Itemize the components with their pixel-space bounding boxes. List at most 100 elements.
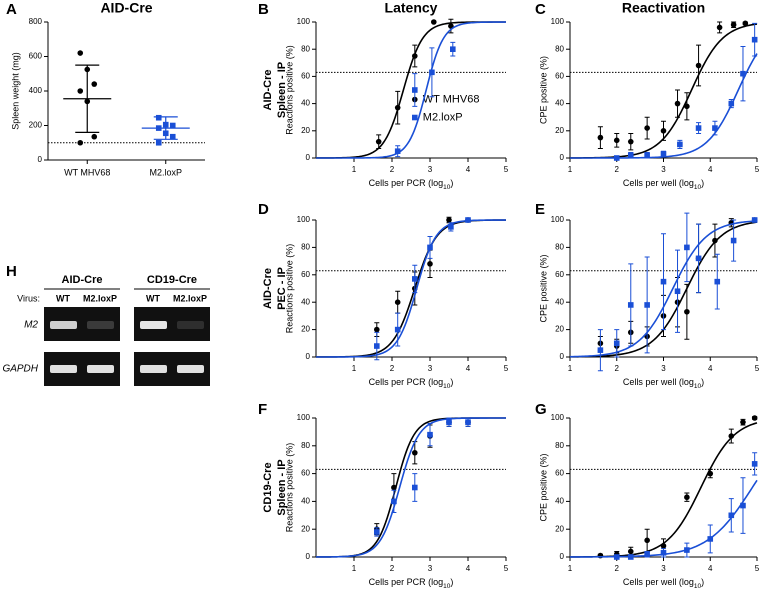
point — [155, 114, 162, 121]
y-tick-label: 80 — [301, 44, 310, 53]
x-axis-label-end: ) — [701, 577, 704, 587]
y-tick-label: 100 — [297, 413, 311, 422]
point — [728, 512, 735, 519]
point — [684, 547, 690, 553]
point — [169, 133, 176, 140]
point — [613, 155, 620, 161]
panel-letter: A — [6, 1, 17, 18]
point — [751, 461, 758, 467]
y-tick-label: 20 — [555, 126, 564, 135]
x-tick-label: 1 — [352, 364, 357, 373]
point — [394, 148, 401, 154]
y-tick-label: 20 — [555, 524, 564, 533]
point — [695, 125, 702, 131]
panel-letter: E — [535, 201, 545, 218]
y-tick-label: 600 — [29, 52, 43, 61]
point — [684, 308, 690, 315]
x-axis-label-text: Cells per PCR (log — [369, 377, 444, 387]
y-tick-label: 60 — [555, 72, 564, 81]
x-axis-label: Cells per PCR (log10) — [369, 577, 454, 589]
point — [695, 62, 702, 69]
x-tick-label: 1 — [352, 165, 357, 174]
x-tick-label: 1 — [568, 364, 573, 373]
x-tick-label: 2 — [390, 165, 395, 174]
x-axis-label-sub: 10 — [694, 184, 702, 191]
band — [50, 321, 77, 329]
point — [644, 302, 650, 308]
point — [412, 484, 418, 491]
y-tick-label: 20 — [555, 325, 564, 334]
point — [597, 347, 604, 353]
point — [465, 419, 471, 425]
point — [674, 100, 681, 107]
x-tick-label: 2 — [390, 564, 395, 573]
point — [84, 66, 91, 73]
point — [627, 152, 634, 159]
x-axis-label-sub: 10 — [443, 184, 451, 191]
point — [429, 69, 435, 76]
y-tick-label: 80 — [301, 441, 310, 450]
point — [431, 19, 437, 25]
y-tick-label: 80 — [555, 44, 564, 53]
band — [87, 365, 114, 373]
fit-curve — [315, 417, 506, 558]
y-tick-label: 0 — [38, 155, 43, 164]
x-axis-label-end: ) — [450, 178, 453, 188]
x-axis-label: Cells per well (log10) — [623, 178, 704, 190]
x-axis-label-sub: 10 — [694, 583, 702, 590]
y-tick-label: 20 — [301, 524, 310, 533]
y-tick-label: 0 — [306, 153, 311, 162]
point — [427, 431, 433, 438]
chart-title: Latency — [385, 0, 438, 16]
x-axis-label-end: ) — [450, 377, 453, 387]
panel-letter: D — [258, 201, 269, 218]
y-tick-label: 60 — [555, 469, 564, 478]
point — [91, 81, 98, 87]
x-tick-label: 5 — [504, 364, 509, 373]
fit-curve — [316, 219, 507, 358]
point — [716, 24, 723, 31]
point — [374, 343, 380, 349]
point — [677, 141, 683, 148]
point — [644, 125, 650, 131]
point — [394, 104, 401, 111]
point — [740, 70, 746, 77]
point — [391, 484, 397, 491]
y-tick-label: 100 — [551, 17, 565, 26]
point — [730, 237, 737, 244]
x-tick-label: 2 — [615, 564, 620, 573]
y-axis-label: CPE positive (%) — [538, 56, 548, 124]
point — [450, 46, 456, 52]
point — [77, 50, 84, 56]
point — [740, 419, 746, 425]
y-tick-label: 60 — [301, 72, 310, 81]
gel-panel: H AID-Cre CD19-Cre Virus: WT M2.loxP WT … — [2, 263, 210, 386]
point — [448, 224, 454, 230]
chart-title: Reactivation — [622, 0, 705, 16]
y-tick-label: 80 — [301, 243, 310, 252]
point — [751, 217, 758, 223]
y-axis-label: CPE positive (%) — [538, 254, 548, 322]
x-tick-label: 5 — [504, 564, 509, 573]
legend-label: WT MHV68 — [423, 93, 480, 105]
panel-letter: H — [6, 263, 17, 280]
x-tick-label: 3 — [661, 564, 666, 573]
point — [712, 237, 718, 244]
x-tick-label: 2 — [390, 364, 395, 373]
y-tick-label: 40 — [301, 297, 310, 306]
x-tick-label: 1 — [568, 564, 573, 573]
row-label: CD19-Cre — [262, 462, 274, 512]
point — [446, 217, 452, 223]
row-label: Spleen - IP — [276, 459, 288, 515]
point — [660, 151, 667, 157]
lane-label: M2.loxP — [83, 293, 117, 303]
x-axis-label: Cells per PCR (log10) — [369, 377, 454, 389]
gel-group: CD19-Cre — [147, 274, 197, 286]
x-tick-label: 5 — [504, 165, 509, 174]
point — [613, 554, 620, 560]
row-label: Spleen - IP — [276, 62, 288, 118]
y-tick-label: 20 — [301, 325, 310, 334]
point — [714, 278, 721, 285]
point — [707, 536, 714, 542]
